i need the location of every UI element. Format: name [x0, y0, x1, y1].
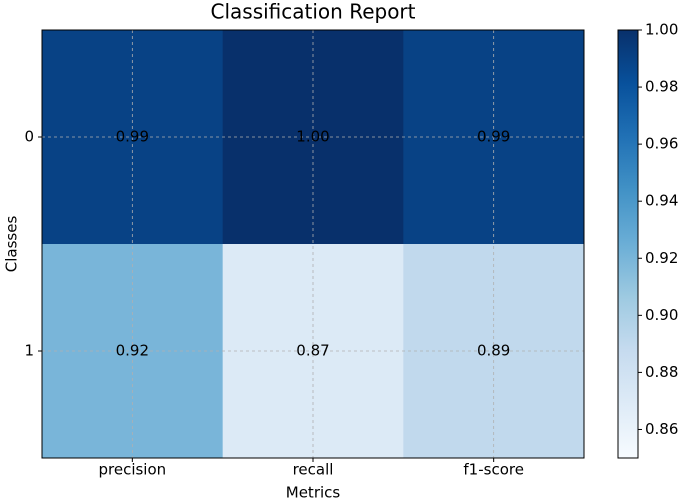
colorbar-tick-label: 0.90 — [645, 306, 678, 324]
colorbar-tick-label: 0.94 — [645, 192, 678, 210]
y-axis-label: Classes — [3, 216, 21, 273]
x-tick-label: f1-score — [463, 461, 524, 479]
colorbar — [617, 29, 639, 459]
x-axis-label: Metrics — [286, 484, 341, 502]
cell-label: 1.00 — [296, 128, 329, 146]
cell-label: 0.87 — [296, 342, 329, 360]
colorbar-tick-label: 0.92 — [645, 249, 678, 267]
chart-title: Classification Report — [211, 0, 416, 24]
cell-label: 0.89 — [477, 342, 510, 360]
y-tick-label: 1 — [24, 342, 34, 360]
colorbar-tick-label: 0.86 — [645, 420, 678, 438]
x-tick-label: recall — [293, 461, 334, 479]
x-tick-label: precision — [98, 461, 166, 479]
colorbar-tick-label: 0.96 — [645, 135, 678, 153]
cell-label: 0.99 — [116, 128, 149, 146]
colorbar-tick-label: 1.00 — [645, 21, 678, 39]
cell-label: 0.99 — [477, 128, 510, 146]
y-tick-label: 0 — [24, 128, 34, 146]
colorbar-tick-label: 0.98 — [645, 78, 678, 96]
colorbar-tick-label: 0.88 — [645, 363, 678, 381]
cell-label: 0.92 — [116, 342, 149, 360]
